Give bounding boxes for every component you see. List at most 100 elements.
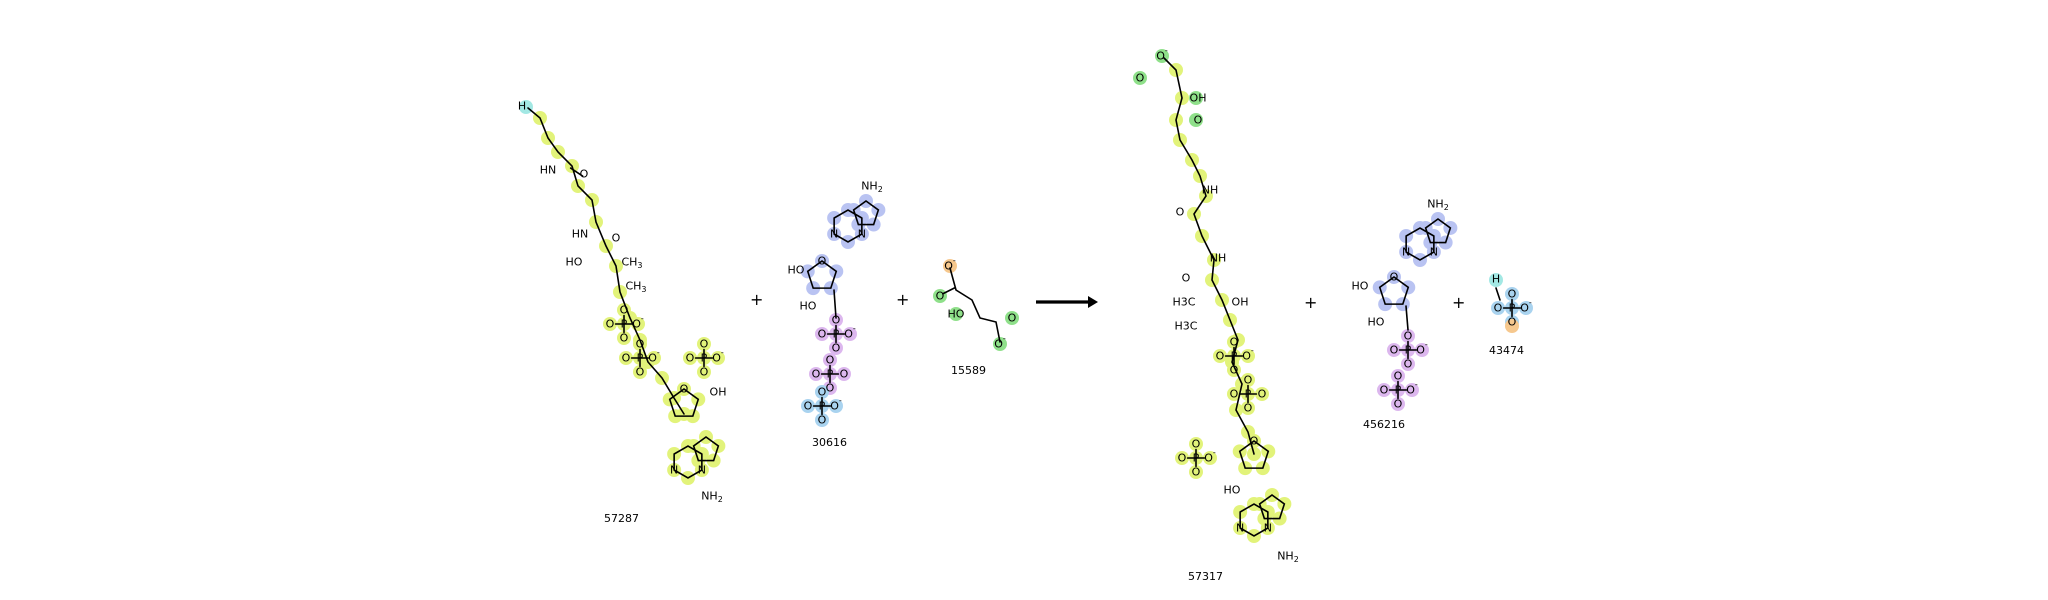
carboxylate-oxygen: O- bbox=[1156, 46, 1168, 63]
phosphate-oxygen-highlight bbox=[829, 313, 843, 327]
phosphate-oxygen: O bbox=[636, 366, 645, 379]
phosphate-oxygen-highlight bbox=[603, 317, 617, 331]
phosphate-oxygen-highlight bbox=[1505, 319, 1519, 333]
phosphate-oxygen: O bbox=[1394, 370, 1403, 383]
hydroxyl-group: HO bbox=[788, 264, 805, 277]
ribose-oxygen: O bbox=[680, 383, 689, 396]
phosphate-oxygen: O bbox=[1390, 344, 1399, 357]
thiol-hydrogen: H bbox=[518, 100, 526, 113]
phosphate-oxygen: O- bbox=[844, 324, 856, 341]
phosphate-oxygen-highlight bbox=[843, 327, 857, 341]
adenine-imidazole-ring bbox=[1424, 218, 1452, 244]
phosphate-oxygen-highlight bbox=[1241, 349, 1255, 363]
phosphate-link bbox=[833, 289, 837, 319]
phosphate-oxygen-highlight bbox=[1391, 369, 1405, 383]
carboxylate-oxygen: O- bbox=[944, 256, 956, 273]
double-bond bbox=[942, 286, 956, 295]
adenine-pyrimidine-ring bbox=[833, 209, 863, 243]
phosphate-oxygen: O bbox=[804, 400, 813, 413]
phosphate-oxygen: O bbox=[818, 386, 827, 399]
phosphate-oxygen-highlight bbox=[1401, 329, 1415, 343]
phosphate-oxygen: O bbox=[1404, 330, 1413, 343]
methyl-group: CH3 bbox=[625, 280, 646, 294]
phosphate-oxygen: O bbox=[1230, 336, 1239, 349]
phosphate-oxygen: O bbox=[1230, 364, 1239, 377]
phosphorus-atom: P bbox=[621, 318, 628, 331]
phosphorus-atom: P bbox=[833, 328, 840, 341]
phosphate-oxygen: O bbox=[1494, 302, 1503, 315]
phosphorus-atom: P bbox=[1395, 384, 1402, 397]
carbonyl-oxygen: O bbox=[1176, 206, 1185, 219]
phosphate-oxygen: O bbox=[818, 414, 827, 427]
phosphate-oxygen: O bbox=[686, 352, 695, 365]
thiol-hydrogen-highlight bbox=[519, 100, 533, 114]
phosphorus-atom: P bbox=[701, 352, 708, 365]
phosphate-oxygen: O bbox=[700, 366, 709, 379]
hydroxyl-group: OH bbox=[710, 386, 727, 399]
phosphate-oxygen-highlight bbox=[1377, 383, 1391, 397]
phosphate-oxygen: O- bbox=[1520, 298, 1532, 315]
phosphate-oxygen: O- bbox=[648, 348, 660, 365]
phosphate-oxygen-highlight bbox=[647, 351, 661, 365]
phosphate-oxygen-highlight bbox=[683, 351, 697, 365]
phosphate-oxygen-highlight bbox=[1175, 451, 1189, 465]
phosphate-oxygen: O bbox=[1380, 384, 1389, 397]
phosphate-oxygen-highlight bbox=[829, 399, 843, 413]
adenine-nitrogen: N bbox=[1236, 522, 1244, 535]
plus-sign-1: + bbox=[750, 290, 763, 309]
hydroxyl-group: HO bbox=[566, 256, 583, 269]
phosphate-oxygen-highlight bbox=[1213, 349, 1227, 363]
phosphate-oxygen-highlight bbox=[815, 413, 829, 427]
hydrogen-highlight bbox=[1489, 273, 1503, 287]
phosphate-oxygen: O bbox=[826, 382, 835, 395]
phosphate-oxygen: O bbox=[1192, 438, 1201, 451]
phosphate-oxygen-highlight bbox=[1519, 301, 1533, 315]
phosphate-oxygen: O bbox=[620, 332, 629, 345]
phosphate-oxygen-highlight bbox=[1227, 387, 1241, 401]
phosphate-oxygen-highlight bbox=[1401, 357, 1415, 371]
adenine-imidazole-ring bbox=[1258, 494, 1286, 520]
phosphate-oxygen: O bbox=[1258, 388, 1267, 401]
phosphate-oxygen: O- bbox=[830, 396, 842, 413]
ribose-ring bbox=[668, 388, 700, 417]
phosphate-oxygen-highlight bbox=[1241, 373, 1255, 387]
phosphate-oxygen-highlight bbox=[823, 353, 837, 367]
plus-sign-3: + bbox=[1304, 293, 1317, 312]
adenine-nitrogen: N bbox=[858, 228, 866, 241]
phosphate-oxygen-highlight bbox=[617, 331, 631, 345]
phosphate-oxygen-highlight bbox=[1391, 397, 1405, 411]
amino-group: NH2 bbox=[701, 490, 723, 504]
reaction-arrow bbox=[1036, 296, 1098, 308]
phosphate-oxygen-highlight bbox=[1415, 343, 1429, 357]
hydrogen-bond bbox=[1495, 287, 1501, 301]
adenine-pyrimidine-ring bbox=[1405, 227, 1435, 261]
phosphate-oxygen: O bbox=[818, 328, 827, 341]
amino-group: NH2 bbox=[861, 180, 883, 194]
ribose-oxygen: O bbox=[1390, 271, 1399, 284]
phosphate-oxygen: O bbox=[832, 314, 841, 327]
phosphate-oxygen-highlight bbox=[815, 327, 829, 341]
carbonyl-oxygen: O bbox=[1182, 272, 1191, 285]
phosphate-oxygen-highlight bbox=[711, 351, 725, 365]
ribose-ring bbox=[1378, 276, 1410, 305]
hydroxyl-group: HO bbox=[1352, 280, 1369, 293]
hydroxyl-group: OH bbox=[1190, 92, 1207, 105]
phosphate-oxygen-highlight bbox=[697, 337, 711, 351]
adenine-imidazole-ring bbox=[692, 436, 720, 462]
phosphate-oxygen: O bbox=[1508, 316, 1517, 329]
compound-id-43474: 43474 bbox=[1489, 344, 1524, 357]
hydroxyl-group: HO bbox=[1224, 484, 1241, 497]
adenine-nitrogen: N bbox=[670, 464, 678, 477]
phosphate-oxygen: O bbox=[636, 338, 645, 351]
phosphate-oxygen-highlight bbox=[1491, 301, 1505, 315]
phosphate-oxygen: O bbox=[1192, 466, 1201, 479]
adenine-nitrogen: N bbox=[830, 228, 838, 241]
phosphate-oxygen-highlight bbox=[815, 385, 829, 399]
phosphate-oxygen-highlight bbox=[697, 365, 711, 379]
amide-nitrogen: HN bbox=[540, 164, 557, 177]
phosphorus-atom: P bbox=[1405, 344, 1412, 357]
amide-nitrogen: HN bbox=[572, 228, 589, 241]
phosphorus-atom: P bbox=[1245, 388, 1252, 401]
amide-nitrogen: NH bbox=[1202, 184, 1219, 197]
